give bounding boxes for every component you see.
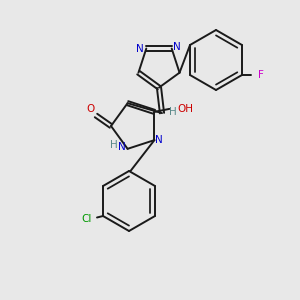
Text: N: N	[173, 42, 181, 52]
Text: O: O	[86, 104, 94, 115]
Text: N: N	[155, 135, 163, 145]
Text: OH: OH	[177, 104, 193, 114]
Text: F: F	[259, 70, 264, 80]
Text: N: N	[136, 44, 144, 53]
Text: H: H	[110, 140, 118, 150]
Text: Cl: Cl	[81, 214, 92, 224]
Text: H: H	[169, 106, 176, 117]
Text: N: N	[118, 142, 126, 152]
